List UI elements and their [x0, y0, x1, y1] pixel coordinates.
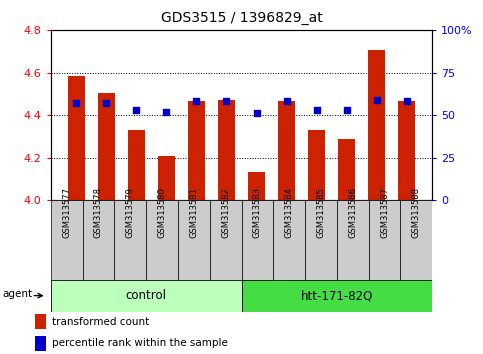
Bar: [398, 101, 415, 200]
Point: [253, 110, 260, 116]
Bar: [51, 200, 83, 280]
Bar: [128, 130, 144, 200]
Bar: [400, 200, 432, 280]
Bar: [308, 130, 325, 200]
Point: [373, 97, 381, 103]
Bar: [68, 76, 85, 200]
Bar: [305, 200, 337, 280]
Point: [313, 107, 320, 113]
Point: [403, 99, 411, 104]
Text: GSM313586: GSM313586: [348, 187, 357, 238]
Text: transformed count: transformed count: [53, 317, 150, 327]
Bar: [278, 101, 295, 200]
Point: [283, 99, 290, 104]
Point: [163, 109, 170, 114]
Text: GSM313577: GSM313577: [62, 187, 71, 238]
Point: [102, 100, 110, 106]
Text: GSM313587: GSM313587: [380, 187, 389, 238]
Text: control: control: [126, 289, 167, 302]
Bar: [369, 200, 400, 280]
Bar: [35, 336, 46, 350]
Text: percentile rank within the sample: percentile rank within the sample: [53, 338, 228, 348]
Point: [193, 99, 200, 104]
Bar: [242, 200, 273, 280]
Bar: [218, 100, 235, 200]
Text: GSM313584: GSM313584: [284, 187, 294, 238]
Text: GSM313588: GSM313588: [412, 187, 421, 238]
Bar: [248, 172, 265, 200]
Point: [223, 99, 230, 104]
Bar: [51, 280, 242, 312]
Text: GSM313581: GSM313581: [189, 187, 199, 238]
Bar: [83, 200, 114, 280]
Text: htt-171-82Q: htt-171-82Q: [301, 289, 373, 302]
Text: GSM313580: GSM313580: [157, 187, 167, 238]
Point: [343, 107, 351, 113]
Text: GSM313582: GSM313582: [221, 187, 230, 238]
Text: agent: agent: [2, 289, 33, 299]
Point: [72, 100, 80, 106]
Text: GSM313579: GSM313579: [126, 187, 135, 238]
Bar: [114, 200, 146, 280]
Bar: [158, 156, 175, 200]
Point: [132, 107, 140, 113]
Bar: [146, 200, 178, 280]
Bar: [242, 280, 432, 312]
Bar: [369, 50, 385, 200]
Text: GSM313578: GSM313578: [94, 187, 103, 238]
Bar: [210, 200, 242, 280]
Bar: [188, 101, 205, 200]
Text: GSM313583: GSM313583: [253, 187, 262, 238]
Text: GSM313585: GSM313585: [316, 187, 326, 238]
Bar: [337, 200, 369, 280]
Bar: [273, 200, 305, 280]
Text: GDS3515 / 1396829_at: GDS3515 / 1396829_at: [161, 11, 322, 25]
Bar: [98, 93, 114, 200]
Bar: [339, 139, 355, 200]
Bar: [178, 200, 210, 280]
Bar: [35, 314, 46, 329]
